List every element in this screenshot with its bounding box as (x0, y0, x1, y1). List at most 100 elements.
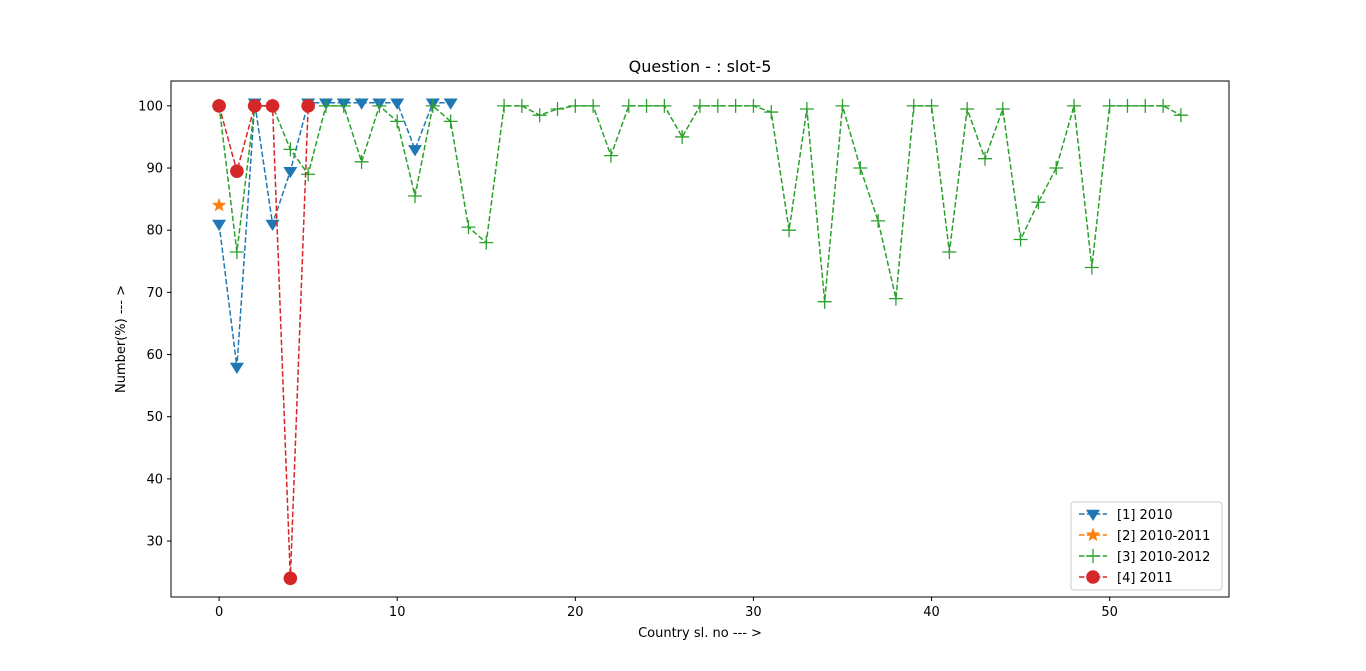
data-point (1013, 232, 1028, 247)
y-tick-label: 30 (146, 535, 163, 550)
data-point (1173, 108, 1188, 123)
chart-title: Question - : slot-5 (629, 57, 772, 76)
x-axis-label: Country sl. no --- > (638, 626, 762, 641)
data-point (354, 98, 369, 110)
data-point (799, 101, 814, 116)
data-point (1067, 98, 1082, 113)
data-point (603, 148, 618, 163)
data-point (229, 244, 244, 259)
data-point (212, 99, 226, 113)
legend-label: [4] 2011 (1117, 571, 1173, 586)
series-1 (212, 98, 458, 374)
data-point (586, 98, 601, 113)
data-point (1156, 98, 1171, 113)
legend-marker (1086, 549, 1100, 563)
data-point (639, 98, 654, 113)
data-point (479, 235, 494, 250)
y-tick-label: 40 (146, 472, 163, 487)
legend-marker (1086, 570, 1100, 584)
data-point (675, 129, 690, 144)
y-tick-label: 50 (146, 410, 163, 425)
data-point (212, 219, 227, 231)
x-tick-label: 50 (1101, 605, 1118, 620)
data-point (425, 98, 440, 113)
x-tick-label: 30 (745, 605, 762, 620)
data-point (550, 101, 565, 116)
legend-marker (1085, 527, 1101, 542)
legend: [1] 2010 [2] 2010-2011 [3] 2010-2012 [4] 20… (1070, 501, 1223, 591)
data-point (1102, 98, 1117, 113)
data-point (408, 145, 423, 157)
data-point (871, 213, 886, 228)
data-point (1049, 161, 1064, 176)
data-point (318, 98, 333, 113)
data-point (461, 220, 476, 235)
x-tick-label: 10 (389, 605, 406, 620)
x-tick-label: 20 (567, 605, 584, 620)
data-point (1138, 98, 1153, 113)
data-point (853, 161, 868, 176)
data-point (532, 108, 547, 123)
series-line (218, 104, 1182, 302)
data-point (906, 98, 921, 113)
data-point (247, 99, 262, 113)
data-point (835, 98, 850, 113)
data-point (301, 99, 315, 113)
data-point (621, 98, 636, 113)
plot-area (211, 98, 1188, 586)
data-point (229, 362, 244, 374)
legend-box (1070, 501, 1223, 591)
data-point (443, 98, 458, 110)
legend-item: [2] 2010-2011 (1079, 527, 1210, 544)
data-point (942, 244, 957, 259)
data-point (283, 142, 298, 157)
axes-frame (170, 80, 1230, 598)
legend-label: [3] 2010-2012 (1117, 550, 1210, 565)
data-point (372, 98, 387, 113)
series-line (218, 102, 451, 368)
data-point (390, 98, 405, 110)
y-tick-label: 80 (146, 224, 163, 239)
data-point (782, 223, 797, 238)
y-tick-label: 90 (146, 162, 163, 177)
data-point (710, 98, 725, 113)
data-point (657, 98, 672, 113)
x-tick-label: 0 (215, 605, 223, 620)
data-point (265, 219, 280, 231)
series-3 (212, 98, 1188, 309)
y-tick-label: 60 (146, 348, 163, 363)
data-point (1084, 260, 1099, 275)
data-point (301, 167, 316, 182)
data-point (283, 166, 298, 179)
data-point (568, 98, 583, 113)
data-point (211, 197, 227, 212)
data-point (728, 98, 743, 113)
data-point (390, 114, 405, 129)
data-point (283, 571, 298, 586)
data-point (1120, 98, 1135, 113)
data-point (693, 98, 707, 113)
series-2 (211, 197, 227, 212)
data-point (230, 164, 244, 178)
data-point (746, 98, 761, 113)
legend-label: [2] 2010-2011 (1117, 529, 1210, 544)
data-point (265, 99, 280, 113)
data-point (817, 294, 832, 309)
data-point (764, 105, 779, 120)
y-axis-label: Number(%) --- > (114, 285, 129, 393)
data-point (443, 114, 458, 129)
data-point (354, 154, 369, 169)
legend-item: [4] 2011 (1079, 570, 1173, 586)
axis-ticks: 0 10 20 30 40 50 30 40 50 60 70 80 90 100 (138, 99, 1118, 620)
data-point (924, 98, 939, 113)
data-point (888, 291, 903, 306)
legend-marker (1086, 509, 1100, 521)
data-point (336, 98, 351, 113)
legend-item: [1] 2010 (1079, 508, 1173, 523)
data-point (514, 98, 529, 113)
series-line (218, 105, 309, 579)
legend-item: [3] 2010-2012 (1079, 549, 1210, 565)
series-4 (212, 99, 315, 586)
data-point (408, 189, 423, 204)
